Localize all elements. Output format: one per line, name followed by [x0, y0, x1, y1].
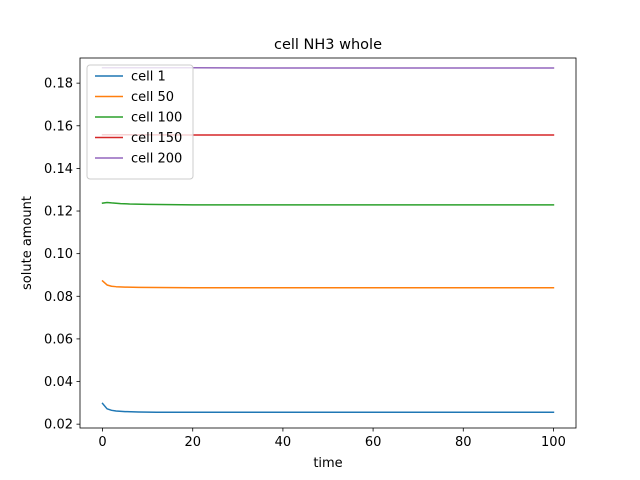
legend-label: cell 200 [131, 152, 182, 167]
y-tick-label: 0.06 [44, 332, 73, 347]
y-tick-label: 0.04 [44, 375, 73, 390]
y-axis-label: solute amount [20, 196, 35, 290]
x-tick-label: 40 [275, 435, 292, 450]
plot-area-frame [79, 57, 577, 429]
x-axis-ticks: 0 20 40 60 80 100 [98, 428, 566, 450]
chart-title: cell NH3 whole [274, 37, 382, 53]
legend-label: cell 100 [131, 111, 182, 126]
series-line-cell-100 [101, 201, 555, 206]
series-line-cell-50 [101, 279, 555, 289]
series-line-cell-1 [101, 402, 555, 413]
y-tick-label: 0.08 [44, 290, 73, 305]
y-tick-label: 0.12 [44, 205, 73, 220]
legend-box [86, 64, 194, 180]
legend-label: cell 50 [131, 90, 174, 105]
x-tick-label: 100 [541, 435, 566, 450]
x-tick-label: 80 [455, 435, 472, 450]
y-tick-label: 0.10 [44, 247, 73, 262]
y-tick-label: 0.16 [44, 119, 73, 134]
y-tick-label: 0.14 [44, 162, 73, 177]
x-tick-label: 20 [184, 435, 201, 450]
y-tick-label: 0.18 [44, 77, 73, 92]
x-tick-label: 0 [98, 435, 106, 450]
legend-label: cell 1 [131, 70, 166, 85]
legend: cell 1 cell 50 cell 100 cell 150 cell 200 [86, 64, 194, 180]
y-tick-label: 0.02 [44, 418, 73, 433]
legend-label: cell 150 [131, 131, 182, 146]
y-axis-ticks: 0.02 0.04 0.06 0.08 0.10 0.12 0.14 0.16 0.18 [44, 77, 80, 433]
x-tick-label: 60 [365, 435, 382, 450]
x-axis-label: time [313, 456, 342, 471]
